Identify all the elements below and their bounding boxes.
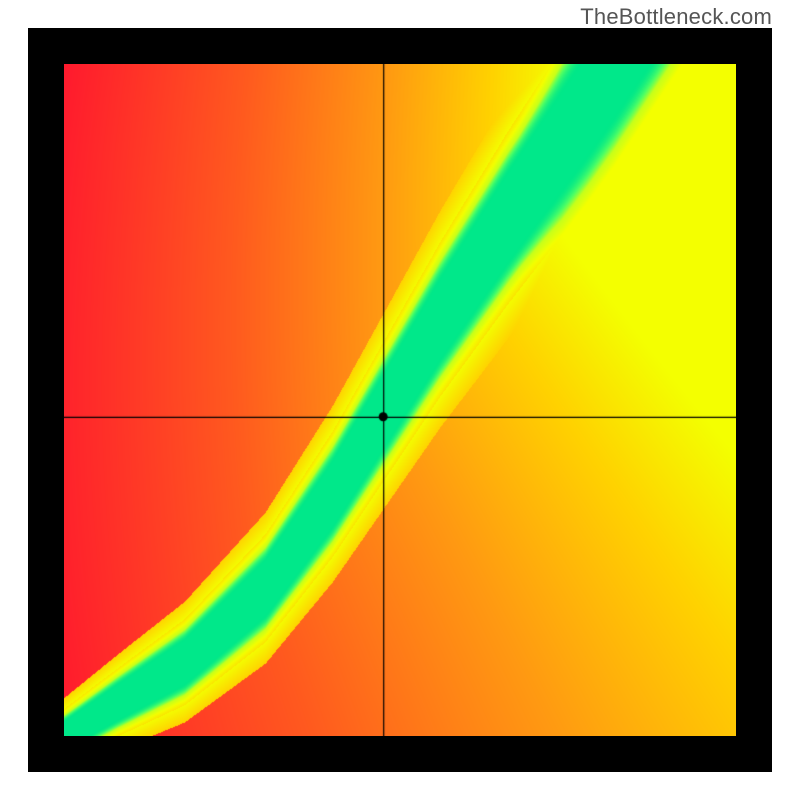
bottleneck-heatmap	[64, 64, 736, 736]
watermark-text: TheBottleneck.com	[580, 4, 772, 30]
plot-outer-frame	[28, 28, 772, 772]
